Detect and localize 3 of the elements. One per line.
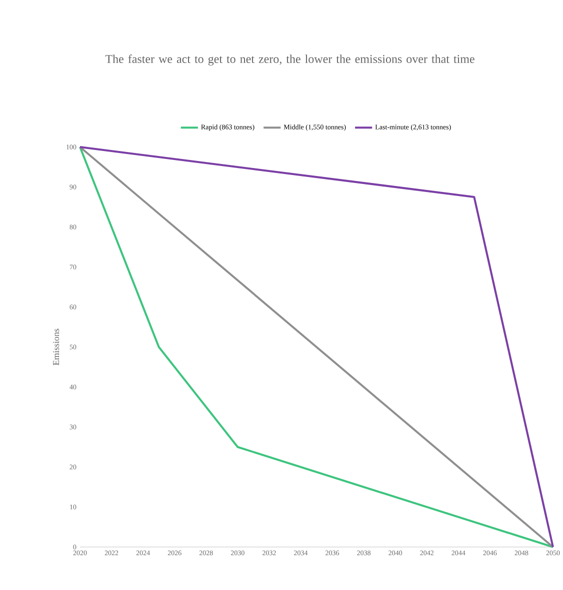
line-series [79, 146, 554, 548]
y-axis-title: Emissions [53, 328, 60, 366]
chart-title: The faster we act to get to net zero, the lower the emissions over that time [105, 54, 474, 66]
